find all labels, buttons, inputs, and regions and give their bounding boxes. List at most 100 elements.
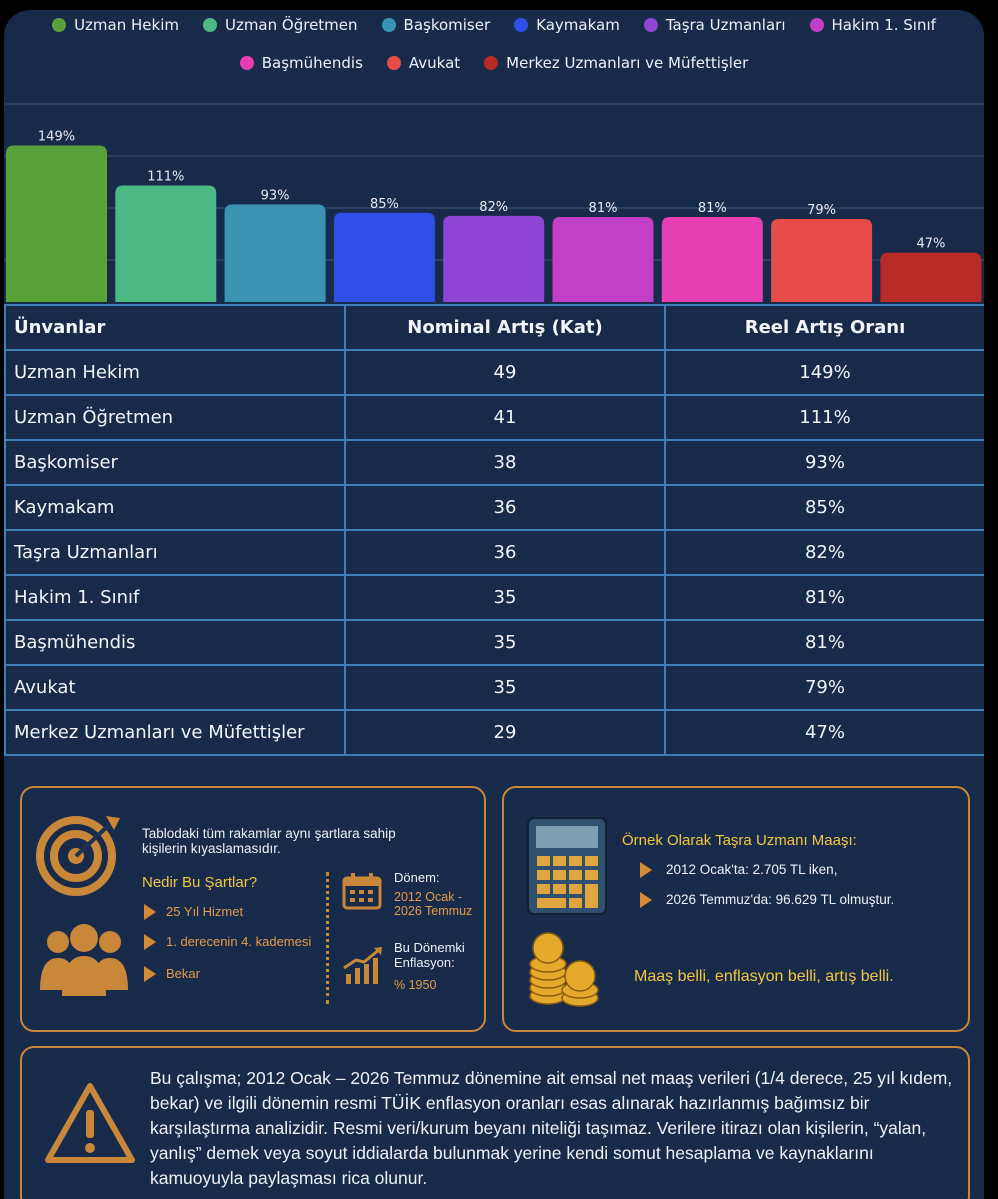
legend-label: Uzman Öğretmen (224, 16, 358, 34)
chevron-icon (144, 966, 156, 982)
bar-chart: 149% 111% 93% 85% 82% 81% 81% 79% 47% (4, 103, 984, 302)
table-row: Başmühendis 35 81% (4, 619, 984, 666)
legend-item: Uzman Öğretmen (202, 16, 358, 34)
header-nominal: Nominal Artış (Kat) (344, 304, 666, 351)
conditions-title: Nedir Bu Şartlar? (142, 874, 258, 891)
title-cell: Hakim 1. Sınıf (4, 574, 346, 621)
nominal-cell: 29 (344, 709, 666, 756)
calendar-icon (342, 873, 382, 910)
legend-item: Başmühendis (239, 54, 363, 72)
legend-item: Başkomiser (381, 16, 491, 34)
target-icon (36, 816, 120, 896)
bar (115, 185, 217, 302)
real-cell: 149% (664, 349, 984, 396)
warning-icon (45, 1083, 135, 1163)
legend-item: Taşra Uzmanları (643, 16, 786, 34)
divider (326, 872, 329, 1004)
table-row: Merkez Uzmanları ve Müfettişler 29 47% (4, 709, 984, 756)
conditions-intro: Tablodaki tüm rakamlar aynı şartlara sah… (142, 826, 396, 856)
legend-label: Merkez Uzmanları ve Müfettişler (506, 54, 749, 72)
table-row: Başkomiser 38 93% (4, 439, 984, 486)
real-cell: 79% (664, 664, 984, 711)
legend-swatch (381, 18, 396, 32)
bar-value-label: 81% (698, 201, 727, 216)
legend-item: Kaymakam (514, 16, 620, 34)
slogan: Maaş belli, enflasyon belli, artış belli… (634, 968, 894, 985)
bar (333, 212, 435, 302)
title-cell: Uzman Öğretmen (4, 394, 346, 441)
title-cell: Kaymakam (4, 484, 346, 531)
table-header-row: Ünvanlar Nominal Artış (Kat) Reel Artış … (4, 304, 984, 351)
disclaimer-box: Bu çalışma; 2012 Ocak – 2026 Temmuz döne… (20, 1046, 970, 1199)
title-cell: Başkomiser (4, 439, 346, 486)
bar (552, 216, 654, 302)
legend-item: Merkez Uzmanları ve Müfettişler (484, 54, 748, 72)
title-cell: Taşra Uzmanları (4, 529, 346, 576)
disclaimer-text: Bu çalışma; 2012 Ocak – 2026 Temmuz döne… (150, 1068, 953, 1188)
real-cell: 82% (664, 529, 984, 576)
title-cell: Başmühendis (4, 619, 346, 666)
bar-value-label: 85% (370, 197, 399, 212)
legend-label: Kaymakam (536, 16, 620, 34)
real-cell: 85% (664, 484, 984, 531)
table-row: Hakim 1. Sınıf 35 81% (4, 574, 984, 621)
chevron-icon (144, 904, 156, 920)
bar-value-label: 93% (261, 188, 290, 203)
bar-value-label: 111% (147, 169, 184, 184)
condition-item: 1. derecenin 4. kademesi (166, 934, 312, 949)
legend-item: Hakim 1. Sınıf (809, 16, 936, 34)
bar-value-label: 79% (807, 203, 836, 218)
title-cell: Uzman Hekim (4, 349, 346, 396)
nominal-cell: 36 (344, 529, 666, 576)
bar-value-label: 47% (916, 237, 945, 252)
table-row: Uzman Öğretmen 41 111% (4, 394, 984, 441)
real-cell: 81% (664, 619, 984, 666)
legend-item: Avukat (386, 54, 461, 72)
real-cell: 93% (664, 439, 984, 486)
table-row: Taşra Uzmanları 36 82% (4, 529, 984, 576)
nominal-cell: 49 (344, 349, 666, 396)
nominal-cell: 35 (344, 619, 666, 666)
bar (6, 145, 107, 302)
bar-value-label: 81% (589, 201, 618, 216)
bar (661, 216, 763, 302)
legend-row: Uzman Hekim Uzman Öğretmen Başkomiser Kayma… (4, 16, 984, 34)
legend-swatch (643, 18, 658, 32)
calculator-icon (527, 817, 607, 915)
chevron-icon (640, 892, 652, 908)
nominal-cell: 35 (344, 574, 666, 621)
legend-item: Uzman Hekim (52, 16, 179, 34)
salary-item: 2012 Ocak'ta: 2.705 TL iken, (666, 862, 838, 877)
inflation-label: Bu Dönemki Enflasyon: (394, 940, 465, 970)
inflation-value: % 1950 (394, 978, 437, 992)
legend-row: Başmühendis Avukat Merkez Uzmanları ve Müf… (4, 54, 984, 72)
table-row: Avukat 35 79% (4, 664, 984, 711)
period-label: Dönem: (394, 870, 440, 885)
bar (224, 204, 326, 302)
bar (880, 252, 982, 302)
legend-swatch (484, 56, 499, 70)
nominal-cell: 38 (344, 439, 666, 486)
legend-swatch (202, 18, 217, 32)
title-cell: Merkez Uzmanları ve Müfettişler (4, 709, 346, 756)
salary-item: 2026 Temmuz'da: 96.629 TL olmuştur. (666, 892, 895, 907)
chevron-icon (640, 862, 652, 878)
salary-title: Örnek Olarak Taşra Uzmanı Maaşı: (622, 832, 857, 849)
legend-label: Başkomiser (403, 16, 491, 34)
bar-value-label: 82% (479, 200, 508, 215)
bar-value-label: 149% (38, 130, 75, 145)
header-real: Reel Artış Oranı (664, 304, 984, 351)
table-row: Kaymakam 36 85% (4, 484, 984, 531)
chart-legend: Uzman Hekim Uzman Öğretmen Başkomiser Kayma… (4, 10, 984, 100)
real-cell: 47% (664, 709, 984, 756)
title-cell: Avukat (4, 664, 346, 711)
nominal-cell: 36 (344, 484, 666, 531)
legend-swatch (239, 56, 254, 70)
infographic-panel: Uzman Hekim Uzman Öğretmen Başkomiser Kayma… (4, 10, 984, 1199)
legend-label: Taşra Uzmanları (665, 16, 786, 34)
table-row: Uzman Hekim 49 149% (4, 349, 984, 396)
legend-label: Avukat (408, 54, 461, 72)
salary-example-box: Örnek Olarak Taşra Uzmanı Maaşı: 2012 Oc… (502, 786, 970, 1032)
legend-label: Hakim 1. Sınıf (831, 16, 936, 34)
legend-swatch (514, 18, 529, 32)
